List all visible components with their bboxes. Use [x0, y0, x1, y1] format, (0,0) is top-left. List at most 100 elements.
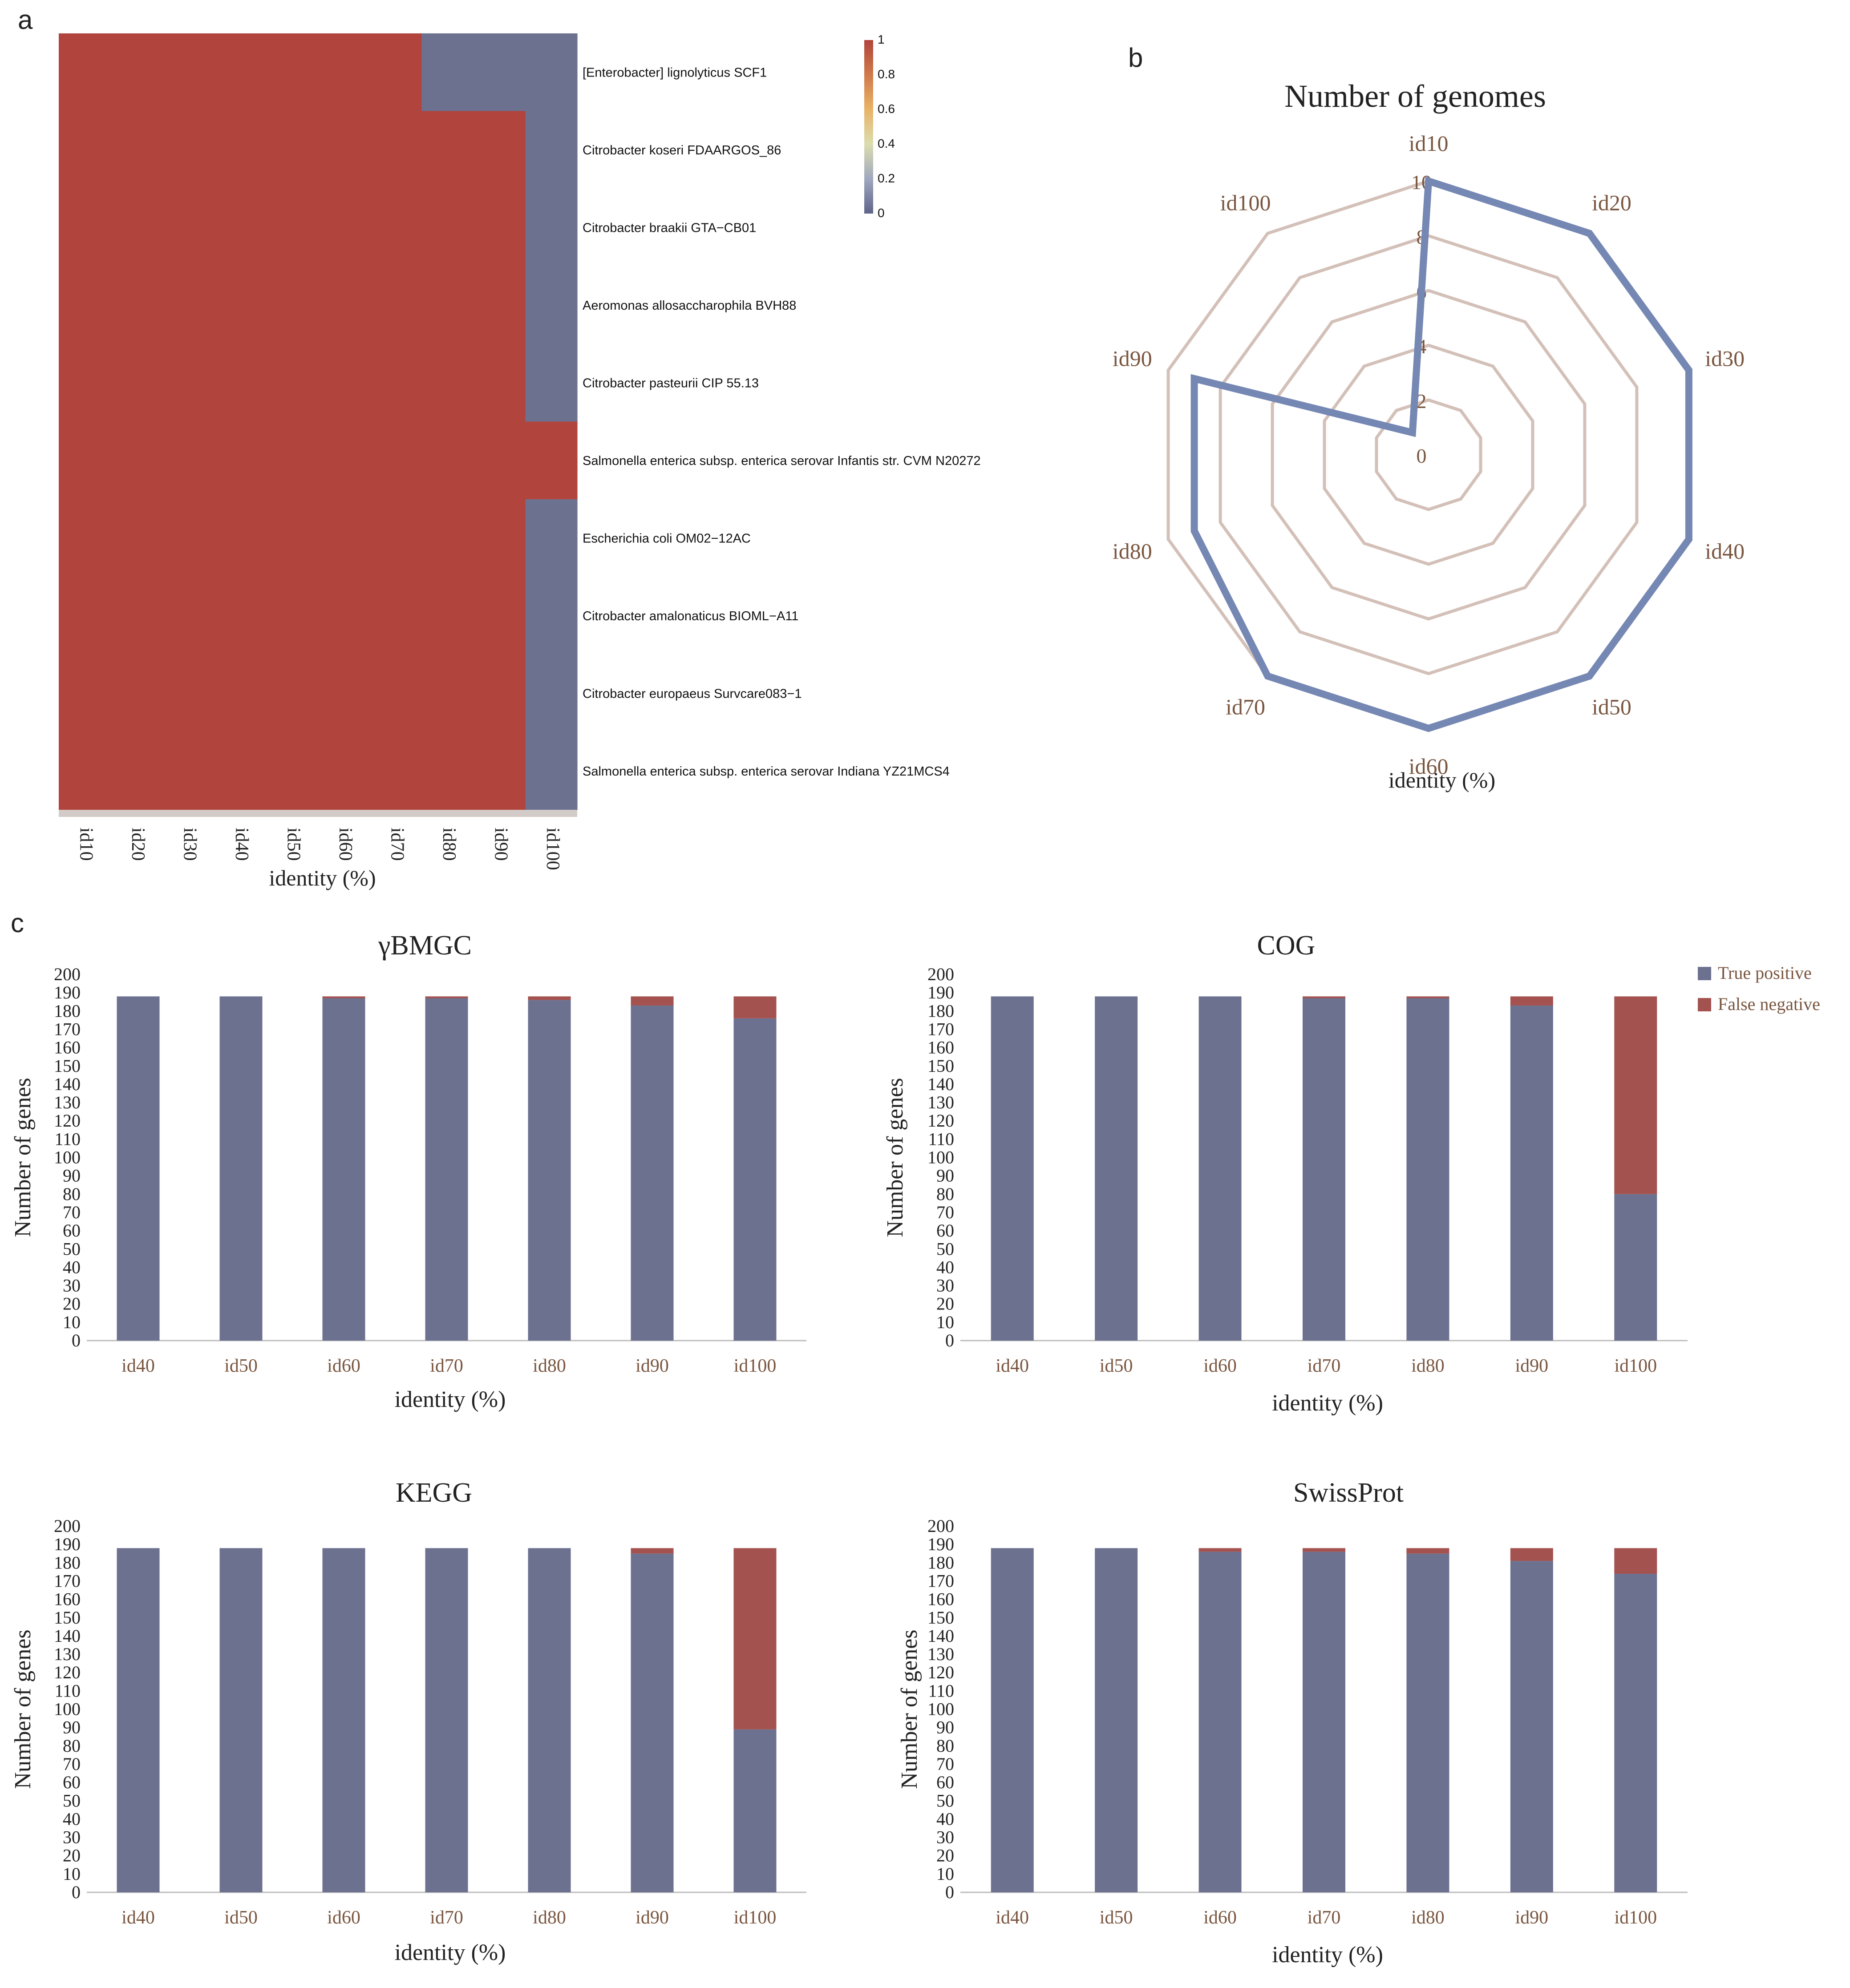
bar-true-positive: [1198, 1552, 1242, 1892]
y-tick-label: 20: [936, 1846, 954, 1866]
y-tick-label: 20: [936, 1294, 954, 1314]
y-tick-label: 90: [936, 1717, 954, 1737]
heatmap-legend-tick: 0.6: [878, 102, 895, 116]
heatmap-cell: [421, 344, 474, 422]
heatmap-cell: [318, 577, 370, 655]
panel-label-c: c: [11, 908, 24, 938]
heatmap-cell: [266, 111, 319, 189]
y-tick-label: 90: [936, 1166, 954, 1186]
y-tick-label: 140: [927, 1626, 954, 1646]
heatmap-cell: [474, 577, 526, 655]
y-tick-label: 110: [54, 1681, 81, 1701]
heatmap-row-label: [Enterobacter] lignolyticus SCF1: [583, 65, 767, 80]
bar-false-negative: [733, 996, 777, 1018]
y-tick-label: 70: [936, 1202, 954, 1222]
radar-axis-label: id60: [1409, 754, 1449, 779]
heatmap-cell: [525, 189, 578, 267]
bar-true-positive: [528, 1000, 571, 1341]
y-tick-label: 10: [63, 1864, 81, 1884]
bar-true-positive: [991, 996, 1034, 1341]
y-tick-label: 60: [63, 1772, 81, 1792]
radar-tick-label: 2: [1417, 390, 1427, 412]
heatmap-cell: [162, 577, 215, 655]
heatmap-cell: [162, 732, 215, 810]
heatmap-cell: [214, 577, 267, 655]
y-tick-label: 190: [927, 1534, 954, 1554]
heatmap-legend-tick: 0: [878, 206, 885, 220]
heatmap-cell: [525, 577, 578, 655]
radar-axis-label: id70: [1226, 694, 1265, 719]
y-tick-label: 150: [927, 1608, 954, 1628]
heatmap-cell: [162, 421, 215, 500]
bar-chart-xlabel: identity (%): [1272, 1390, 1383, 1416]
heatmap-cell: [162, 344, 215, 422]
x-tick-label: id80: [533, 1907, 566, 1928]
x-tick-label: id60: [327, 1356, 360, 1376]
heatmap-col-label: id10: [76, 828, 97, 861]
y-tick-label: 70: [63, 1754, 81, 1774]
heatmap-row-label: Citrobacter europaeus Survcare083−1: [583, 687, 802, 701]
y-tick-label: 110: [928, 1129, 954, 1149]
heatmap-cell: [214, 111, 267, 189]
bar-true-positive: [733, 1729, 777, 1892]
heatmap-cell: [110, 577, 163, 655]
heatmap-row-label: Salmonella enterica subsp. enterica sero…: [583, 454, 981, 468]
y-tick-label: 170: [54, 1019, 81, 1039]
y-tick-label: 130: [54, 1092, 81, 1112]
heatmap-color-legend: [864, 40, 873, 214]
bar-false-negative: [631, 996, 674, 1006]
x-tick-label: id70: [430, 1356, 463, 1376]
heatmap-cell: [421, 732, 474, 810]
y-tick-label: 130: [927, 1092, 954, 1112]
heatmap-cell: [59, 655, 111, 733]
y-tick-label: 200: [927, 964, 954, 984]
bar-true-positive: [219, 996, 263, 1341]
bar-true-positive: [1614, 1194, 1657, 1341]
y-tick-label: 80: [936, 1736, 954, 1756]
y-tick-label: 60: [63, 1220, 81, 1240]
y-tick-label: 30: [936, 1276, 954, 1296]
legend-swatch-false-negative: [1698, 998, 1711, 1011]
y-tick-label: 200: [54, 964, 81, 984]
y-tick-label: 100: [927, 1699, 954, 1719]
heatmap-cell: [214, 499, 267, 578]
heatmap-cell: [59, 499, 111, 578]
x-tick-label: id100: [1614, 1356, 1657, 1376]
bar-true-positive: [322, 1548, 365, 1892]
heatmap-cell: [370, 344, 422, 422]
heatmap-cell: [110, 421, 163, 500]
y-tick-label: 40: [63, 1257, 81, 1277]
heatmap-cell: [162, 655, 215, 733]
heatmap-legend-tick: 0.8: [878, 67, 895, 81]
heatmap-row-label: Aeromonas allosaccharophila BVH88: [583, 299, 796, 313]
bar-true-positive: [1406, 998, 1449, 1341]
heatmap-cell: [110, 732, 163, 810]
heatmap-cell: [318, 655, 370, 733]
heatmap-col-label: id100: [542, 828, 563, 870]
heatmap-cell: [370, 577, 422, 655]
heatmap-xlabel: identity (%): [269, 865, 376, 890]
y-tick-label: 130: [927, 1644, 954, 1664]
bar-chart-xlabel: identity (%): [395, 1387, 506, 1412]
x-tick-label: id60: [1203, 1907, 1237, 1928]
x-tick-label: id100: [734, 1356, 777, 1376]
y-tick-label: 40: [936, 1809, 954, 1829]
x-tick-label: id100: [734, 1907, 777, 1928]
y-tick-label: 170: [54, 1571, 81, 1591]
bar-chart-ylabel: Number of genes: [882, 1078, 908, 1237]
y-tick-label: 170: [927, 1019, 954, 1039]
heatmap-cell: [162, 33, 215, 112]
heatmap-col-label: id60: [335, 828, 356, 861]
bar-true-positive: [528, 1548, 571, 1892]
heatmap-cell: [318, 499, 370, 578]
y-tick-label: 190: [54, 982, 81, 1002]
bar-true-positive: [1510, 1561, 1553, 1892]
panel-label-b: b: [1128, 43, 1143, 73]
y-tick-label: 10: [63, 1312, 81, 1332]
y-tick-label: 180: [927, 1001, 954, 1021]
y-tick-label: 20: [63, 1294, 81, 1314]
heatmap-cell: [474, 111, 526, 189]
bar-true-positive: [425, 1548, 468, 1892]
heatmap-cell: [110, 266, 163, 344]
